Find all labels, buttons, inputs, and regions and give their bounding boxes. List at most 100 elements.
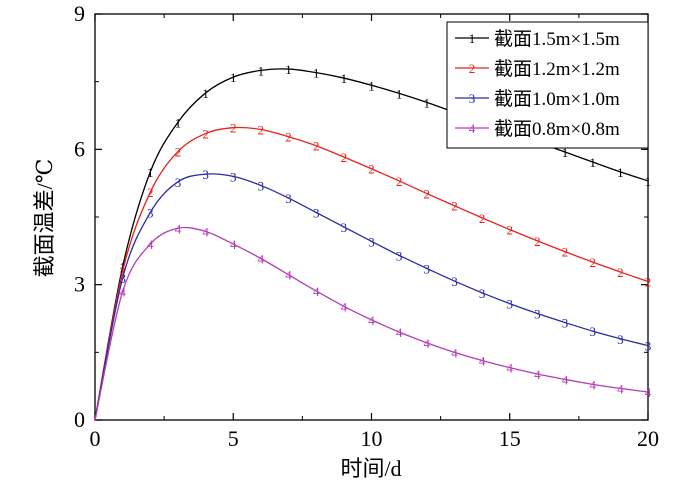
series-line	[94, 126, 649, 421]
series-point-marker: 3	[589, 324, 596, 339]
series-point-marker: 2	[368, 162, 375, 177]
legend-marker: 2	[469, 61, 476, 76]
series-point-marker: 2	[175, 145, 182, 160]
series-point-marker: 1	[562, 145, 569, 160]
legend-item-1: 1 截面1.5m×1.5m	[455, 28, 620, 50]
series-point-marker: 4	[285, 268, 292, 283]
legend-item-4: 4 截面0.8m×0.8m	[455, 118, 620, 140]
series-line	[94, 226, 649, 421]
series-point-marker: 4	[119, 284, 126, 299]
series-point-marker: 1	[589, 155, 596, 170]
series-point-marker: 2	[285, 130, 292, 145]
series-point-marker: 1	[258, 63, 265, 78]
legend-box	[446, 21, 649, 149]
x-tick-label: 15	[499, 426, 521, 451]
series-point-marker: 2	[119, 264, 126, 279]
x-tick-label: 20	[637, 426, 659, 451]
series-point-marker: 3	[119, 271, 126, 286]
series-point-marker: 1	[617, 165, 624, 180]
legend-label: 截面0.8m×0.8m	[494, 118, 620, 140]
series-3: 3 3 3 3 3 3 3 3 3 3 3 3 3 3 3 3 3 3 3 3	[94, 167, 652, 421]
series-point-marker: 4	[645, 385, 652, 400]
series-4: 4 4 4 4 4 4 4 4 4 4 4 4 4 4 4 4 4 4 4 4	[94, 221, 652, 421]
series-point-marker: 4	[589, 377, 596, 392]
series-point-marker: 1	[119, 260, 126, 275]
x-tick-label: 5	[228, 426, 239, 451]
series-point-marker: 4	[147, 237, 154, 252]
series-point-marker: 4	[396, 325, 403, 340]
series-point-marker: 3	[617, 332, 624, 347]
series-point-marker: 4	[368, 313, 375, 328]
series-point-marker: 4	[313, 284, 320, 299]
x-axis-title: 时间/d	[340, 456, 401, 481]
series-point-marker: 2	[451, 199, 458, 214]
legend-marker: 4	[469, 121, 476, 136]
series-point-marker: 2	[589, 255, 596, 270]
series-point-marker: 4	[424, 336, 431, 351]
legend-item-3: 3 截面1.0m×1.0m	[455, 88, 620, 110]
axis-ticks	[94, 13, 649, 421]
series-point-marker: 3	[258, 178, 265, 193]
series-point-marker: 4	[617, 381, 624, 396]
series-point-marker: 2	[507, 223, 514, 238]
series-point-marker: 3	[645, 339, 652, 354]
series-point-marker: 4	[507, 361, 514, 376]
series-point-marker: 2	[424, 187, 431, 202]
series-point-marker: 3	[424, 261, 431, 276]
series-point-marker: 1	[230, 70, 237, 85]
series-point-marker: 2	[396, 174, 403, 189]
series-point-marker: 4	[341, 299, 348, 314]
series-point-marker: 2	[617, 265, 624, 280]
series-point-marker: 2	[202, 127, 209, 142]
series-point-marker: 3	[368, 234, 375, 249]
series-point-marker: 3	[479, 286, 486, 301]
legend-label: 截面1.0m×1.0m	[494, 88, 620, 110]
series-point-marker: 1	[202, 86, 209, 101]
series-point-marker: 1	[313, 66, 320, 81]
series-point-marker: 4	[562, 372, 569, 387]
series-point-marker: 3	[285, 191, 292, 206]
legend-item-2: 2 截面1.2m×1.2m	[455, 58, 620, 80]
series-point-marker: 4	[258, 252, 265, 267]
series-point-marker: 1	[175, 115, 182, 130]
series-point-marker: 4	[534, 367, 541, 382]
axis-tick-labels: 0 5 10 15 20 0 3 6 9	[74, 1, 659, 451]
series-point-marker: 3	[175, 175, 182, 190]
legend-marker: 1	[469, 31, 476, 46]
series-point-marker: 4	[202, 224, 209, 239]
series-point-marker: 4	[451, 345, 458, 360]
legend-label: 截面1.2m×1.2m	[494, 58, 620, 80]
x-tick-label: 0	[90, 426, 101, 451]
y-tick-label: 0	[74, 407, 85, 432]
series-point-marker: 2	[645, 275, 652, 290]
series-point-marker: 4	[479, 353, 486, 368]
series-point-marker: 1	[424, 95, 431, 110]
series-point-marker: 3	[451, 274, 458, 289]
series-point-marker: 1	[396, 86, 403, 101]
series-point-marker: 3	[562, 316, 569, 331]
series-point-marker: 3	[507, 297, 514, 312]
series-point-marker: 4	[230, 237, 237, 252]
y-tick-label: 9	[74, 1, 85, 26]
series-point-marker: 3	[230, 169, 237, 184]
y-axis-title: 截面温差/℃	[32, 159, 57, 278]
y-tick-label: 6	[74, 136, 85, 161]
series-point-marker: 2	[147, 185, 154, 200]
y-tick-label: 3	[74, 272, 85, 297]
series-point-marker: 2	[534, 234, 541, 249]
series-point-marker: 1	[368, 78, 375, 93]
series-point-marker: 3	[202, 167, 209, 182]
series-line	[94, 173, 649, 421]
legend-label: 截面1.5m×1.5m	[494, 28, 620, 50]
series-point-marker: 3	[313, 205, 320, 220]
series-point-marker: 2	[258, 122, 265, 137]
series-point-marker: 2	[562, 245, 569, 260]
legend: 1 截面1.5m×1.5m 2 截面1.2m×1.2m 3 截面1.0m×1.0m 4 截面0…	[446, 21, 649, 149]
series-point-marker: 2	[479, 211, 486, 226]
series-point-marker: 3	[147, 205, 154, 220]
series-point-marker: 2	[341, 150, 348, 165]
series-point-marker: 3	[534, 307, 541, 322]
series-point-marker: 2	[230, 121, 237, 136]
legend-marker: 3	[469, 91, 476, 106]
